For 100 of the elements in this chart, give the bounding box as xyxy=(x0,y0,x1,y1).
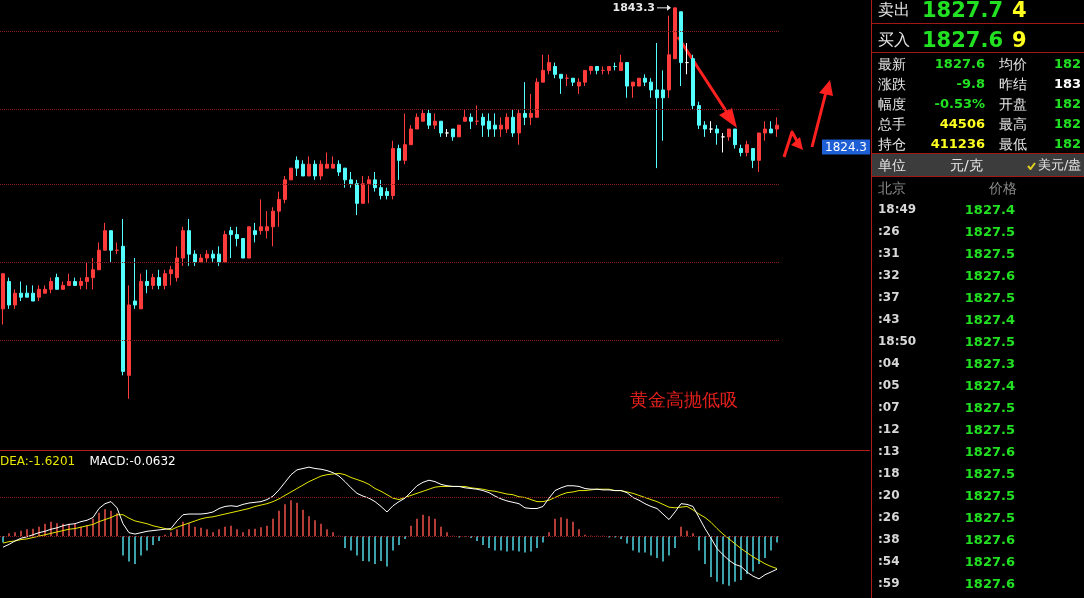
candlestick xyxy=(457,124,461,138)
candlestick xyxy=(187,218,191,267)
text: 最新 xyxy=(878,56,906,72)
candlestick xyxy=(49,277,53,294)
text: 1827.3 xyxy=(964,356,1015,371)
text: 1827.5 xyxy=(964,488,1015,503)
candlestick xyxy=(307,155,311,177)
candlestick xyxy=(67,273,71,286)
candlestick xyxy=(703,120,707,138)
text: :18 xyxy=(878,466,900,480)
text: 18:49 xyxy=(878,202,917,216)
candlestick xyxy=(415,112,419,130)
candlestick xyxy=(163,269,167,290)
text: :37 xyxy=(878,290,900,304)
candlestick xyxy=(169,265,173,286)
candlestick xyxy=(55,273,59,290)
candlestick xyxy=(397,144,401,181)
candlestick xyxy=(37,284,41,302)
candlestick xyxy=(595,66,599,75)
candlestick xyxy=(355,179,359,216)
candlestick xyxy=(493,112,497,138)
candlestick xyxy=(43,284,47,294)
candlestick xyxy=(25,284,29,298)
candlestick xyxy=(277,191,281,228)
text: 1827.5 xyxy=(964,224,1015,239)
text: :38 xyxy=(878,532,900,546)
text: :13 xyxy=(878,444,900,458)
candlestick xyxy=(649,77,653,99)
text: :05 xyxy=(878,378,900,392)
text: 1827.6 xyxy=(964,576,1015,591)
text: 183 xyxy=(1054,76,1082,91)
candlestick xyxy=(739,144,743,157)
candlestick xyxy=(337,159,341,177)
candlestick xyxy=(499,116,503,138)
text: :20 xyxy=(878,488,900,502)
text: 182 xyxy=(1054,56,1082,71)
text: 单位 xyxy=(878,157,906,173)
candlestick xyxy=(679,11,683,87)
candlestick xyxy=(757,132,761,173)
text: 1827.6 xyxy=(964,268,1015,283)
candlestick xyxy=(661,69,665,142)
text: 涨跌 xyxy=(878,76,906,92)
candlestick xyxy=(481,112,485,138)
candlestick xyxy=(265,210,269,239)
candlestick xyxy=(463,109,467,122)
candlestick xyxy=(361,175,365,204)
text: 1827.4 xyxy=(964,312,1015,327)
text: 最低 xyxy=(999,136,1027,152)
text: 4 xyxy=(1012,0,1027,22)
candlestick xyxy=(547,54,551,75)
candlestick xyxy=(259,198,263,236)
candlestick xyxy=(379,179,383,200)
text: 最高 xyxy=(999,116,1027,132)
candlestick xyxy=(469,112,473,130)
text: -9.8 xyxy=(956,76,985,91)
candlestick xyxy=(385,187,389,200)
text: 1827.6 xyxy=(964,554,1015,569)
text: 北京 xyxy=(878,180,906,196)
candlestick xyxy=(61,281,65,290)
candlestick xyxy=(391,140,395,200)
candlestick xyxy=(301,159,305,177)
candlestick xyxy=(343,167,347,189)
text: 总手 xyxy=(878,116,906,132)
text: 买入 xyxy=(878,30,910,49)
candlestick xyxy=(625,62,629,99)
candlestick xyxy=(295,155,299,177)
candlestick xyxy=(517,109,521,146)
text: 1827.4 xyxy=(964,378,1015,393)
candlestick xyxy=(751,148,755,169)
text: :32 xyxy=(878,268,900,282)
text: 1827.5 xyxy=(964,510,1015,525)
text: 幅度 xyxy=(878,96,906,112)
candlestick xyxy=(685,42,689,75)
candlestick xyxy=(673,7,677,60)
candlestick xyxy=(85,261,89,290)
text: 411236 xyxy=(930,136,985,151)
candlestick xyxy=(13,288,17,310)
candlestick xyxy=(205,249,209,263)
candlestick xyxy=(511,109,515,138)
candlestick xyxy=(223,230,227,263)
candlestick xyxy=(529,93,533,126)
annotation: 1843.3 xyxy=(612,1,655,15)
candlestick xyxy=(373,171,377,193)
candlestick xyxy=(643,73,647,87)
candlestick xyxy=(157,269,161,290)
text: 1827.6 xyxy=(922,28,1004,52)
candlestick xyxy=(769,120,773,134)
text: 182 xyxy=(1054,116,1082,131)
candlestick xyxy=(697,101,701,130)
candlestick xyxy=(271,206,275,247)
text: 持仓 xyxy=(878,136,906,152)
candlestick xyxy=(7,277,11,310)
text: 44506 xyxy=(939,116,985,131)
text: 1827.5 xyxy=(964,334,1015,349)
candlestick xyxy=(763,120,767,142)
text: DEA:-1.6201 xyxy=(0,454,76,468)
text: :31 xyxy=(878,246,900,260)
text: 182 xyxy=(1054,136,1082,151)
candlestick xyxy=(145,269,149,294)
candlestick xyxy=(535,77,539,118)
